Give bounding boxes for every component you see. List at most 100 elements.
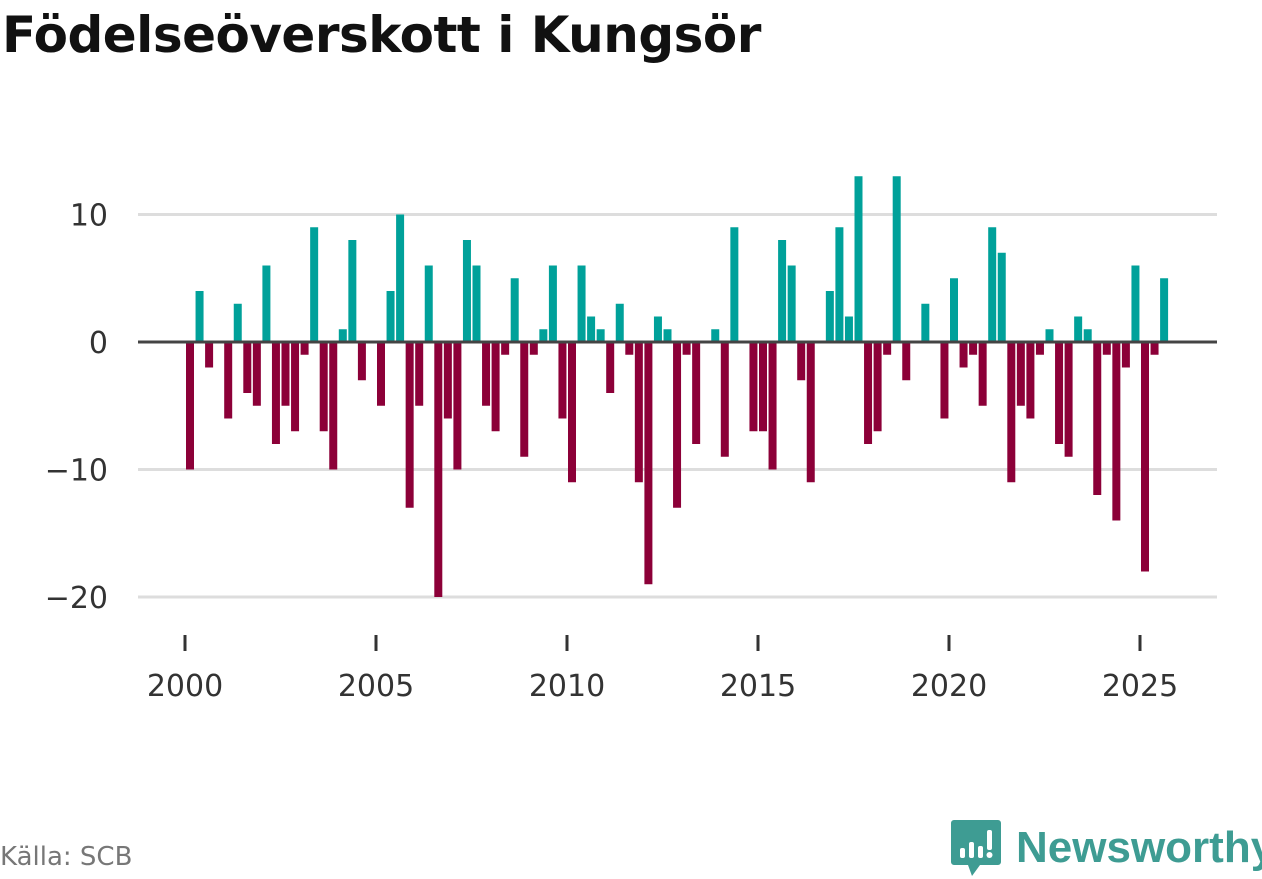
bar (787, 265, 796, 342)
bar (892, 176, 901, 342)
bar (577, 265, 586, 342)
x-axis: 2000 2005 2010 2015 2020 2025 (147, 635, 1178, 704)
bar (997, 252, 1006, 342)
bar (711, 329, 720, 342)
bar (1045, 329, 1054, 342)
bar (319, 342, 328, 432)
y-tick-label: 0 (89, 326, 108, 361)
bar (491, 342, 500, 432)
bar (510, 278, 519, 342)
bar (396, 214, 405, 342)
bar (950, 278, 958, 342)
bar (1150, 342, 1159, 355)
bar (940, 342, 949, 419)
bar (386, 291, 395, 342)
newsworthy-logo[interactable]: Newsworthy (950, 818, 1262, 878)
x-tick-label: 2015 (720, 669, 796, 704)
bar (978, 342, 987, 406)
bar (443, 342, 452, 419)
bar (1131, 265, 1140, 342)
source-label: Källa: SCB (0, 842, 133, 872)
y-axis: 10 0 −10 −20 (45, 199, 108, 617)
bar (1160, 278, 1169, 342)
bar (252, 342, 261, 406)
y-tick-label: 10 (70, 199, 108, 234)
y-tick-label: −20 (45, 581, 108, 616)
bar (1112, 342, 1121, 521)
bar (825, 291, 834, 342)
bar (720, 342, 729, 457)
x-tick-label: 2010 (529, 669, 605, 704)
x-tick-label: 2005 (338, 669, 414, 704)
bar (271, 342, 280, 444)
bar (472, 265, 481, 342)
bar (434, 342, 443, 597)
bar (682, 342, 691, 355)
bar (1141, 342, 1149, 572)
bar (778, 240, 787, 342)
bar (1026, 342, 1035, 419)
x-tick-label: 2025 (1102, 669, 1178, 704)
bar (902, 342, 911, 381)
bar (377, 342, 385, 406)
bar (558, 342, 567, 419)
bar (835, 227, 844, 342)
bar (969, 342, 978, 355)
bar (644, 342, 653, 585)
bar (348, 240, 357, 342)
bar (883, 342, 892, 355)
newsworthy-logo-icon (951, 820, 1001, 876)
bar (1102, 342, 1111, 355)
bar (1016, 342, 1025, 406)
bar (501, 342, 510, 355)
bar (596, 329, 605, 342)
bar (673, 342, 682, 508)
bar (959, 342, 968, 368)
bar (730, 227, 739, 342)
bar (300, 342, 309, 355)
bar (759, 342, 767, 432)
bar (405, 342, 414, 508)
bar (844, 316, 853, 342)
bar (195, 291, 204, 342)
bar (806, 342, 815, 483)
x-tick-label: 2000 (147, 669, 223, 704)
bar (233, 303, 242, 342)
bar (615, 303, 624, 342)
bar (864, 342, 873, 444)
bar (653, 316, 662, 342)
bar (606, 342, 615, 393)
bar (1093, 342, 1102, 495)
bar (262, 265, 271, 342)
bar (988, 227, 997, 342)
bar (357, 342, 366, 381)
bar (462, 240, 471, 342)
bar (520, 342, 529, 457)
bar (529, 342, 538, 355)
bar (873, 342, 882, 432)
bar (1064, 342, 1073, 457)
bar (224, 342, 233, 419)
bar (768, 342, 777, 470)
bar (854, 176, 863, 342)
bar (281, 342, 290, 406)
bar (453, 342, 462, 470)
bar (329, 342, 338, 470)
bar (338, 329, 347, 342)
bar (663, 329, 672, 342)
bar (692, 342, 701, 444)
brand-name: Newsworthy (1016, 823, 1262, 872)
y-tick-label: −10 (45, 454, 108, 489)
x-tick-label: 2020 (911, 669, 987, 704)
bar (568, 342, 576, 483)
bar (797, 342, 806, 381)
bar (291, 342, 300, 432)
bar (310, 227, 319, 342)
bar (186, 342, 194, 470)
bar (634, 342, 643, 483)
bar (415, 342, 424, 406)
bar (539, 329, 548, 342)
bar (749, 342, 758, 432)
bar (587, 316, 596, 342)
